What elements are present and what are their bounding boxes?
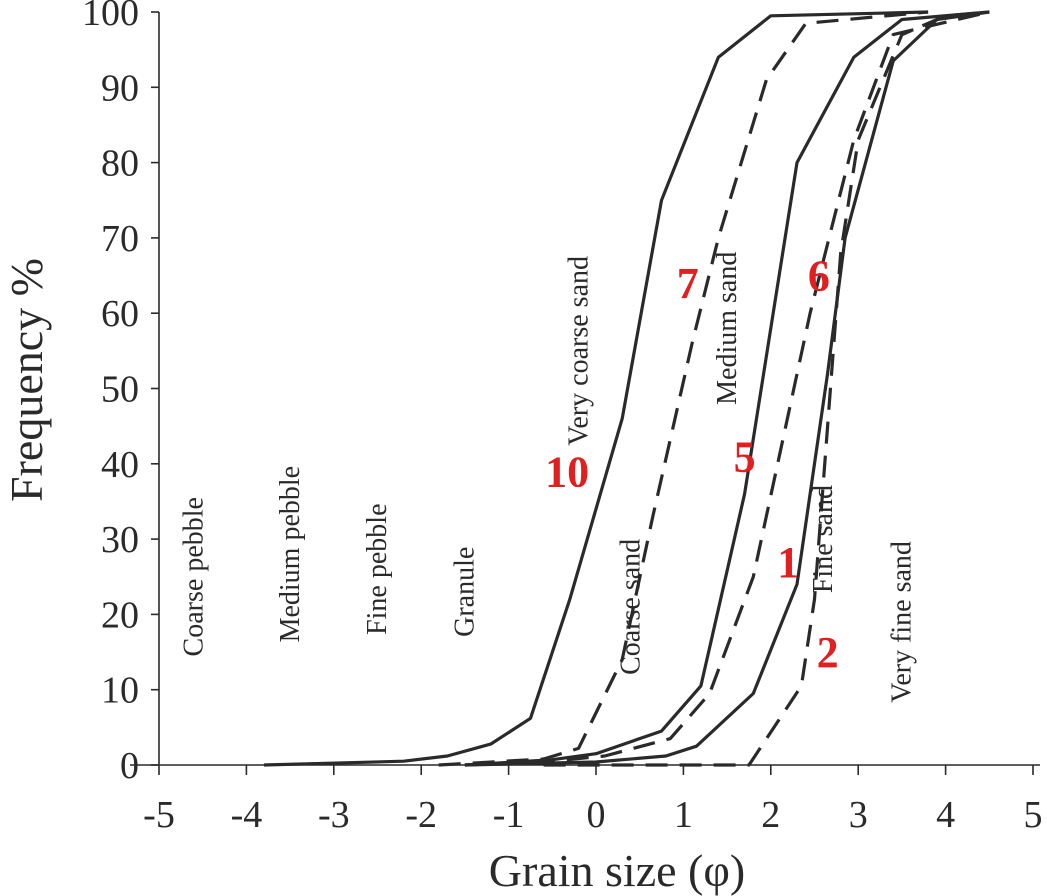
series-label-7: 7 bbox=[677, 259, 699, 308]
series-line-10 bbox=[263, 10, 929, 767]
size-class-label: Coarse pebble bbox=[179, 497, 210, 656]
size-class-label: Very fine sand bbox=[887, 541, 918, 703]
series-label-10: 10 bbox=[545, 447, 589, 496]
x-ticks: -5 -4 -3 -2 -1 0 1 2 3 4 5 bbox=[143, 765, 1043, 836]
series-line-2 bbox=[543, 10, 990, 767]
size-class-label: Medium sand bbox=[712, 252, 743, 405]
x-tick-label: -1 bbox=[493, 794, 525, 836]
y-tick-label: 40 bbox=[101, 444, 139, 486]
series-labels: 10 7 5 6 12 bbox=[545, 252, 838, 678]
x-tick-label: 0 bbox=[587, 794, 606, 836]
x-axis-title: Grain size (φ) bbox=[489, 845, 745, 896]
x-tick-label: 1 bbox=[674, 794, 693, 836]
y-tick-label: 60 bbox=[101, 293, 139, 335]
y-tick-label: 30 bbox=[101, 519, 139, 561]
x-tick-label: -5 bbox=[143, 794, 175, 836]
x-tick-label: 4 bbox=[936, 794, 955, 836]
size-class-labels: Coarse pebble Medium pebble Fine pebble Gra… bbox=[179, 252, 918, 703]
size-class-label: Very coarse sand bbox=[563, 256, 594, 446]
size-class-label: Fine sand bbox=[808, 485, 839, 593]
series-label-2: 2 bbox=[817, 628, 839, 677]
size-class-label: Granule bbox=[450, 547, 481, 637]
x-tick-label: -3 bbox=[318, 794, 350, 836]
y-tick-label: 0 bbox=[120, 745, 139, 787]
x-tick-label: 3 bbox=[849, 794, 868, 836]
series-label-6: 6 bbox=[808, 252, 830, 301]
y-tick-label: 80 bbox=[101, 143, 139, 185]
series-label-1: 1 bbox=[777, 538, 799, 587]
y-ticks: 0 10 20 30 40 50 60 70 80 90 100 bbox=[82, 0, 159, 787]
series-line-6 bbox=[464, 10, 990, 767]
x-tick-label: -4 bbox=[231, 794, 263, 836]
x-tick-label: 2 bbox=[761, 794, 780, 836]
y-tick-label: 10 bbox=[101, 670, 139, 712]
x-tick-label: -2 bbox=[405, 794, 437, 836]
series-curves bbox=[263, 10, 990, 767]
y-tick-label: 90 bbox=[101, 67, 139, 109]
x-tick-label: 5 bbox=[1024, 794, 1043, 836]
y-tick-label: 70 bbox=[101, 218, 139, 260]
y-tick-label: 50 bbox=[101, 369, 139, 411]
series-line-7 bbox=[438, 10, 929, 767]
series-line-1 bbox=[464, 10, 990, 767]
y-tick-label: 20 bbox=[101, 594, 139, 636]
series-line-5 bbox=[464, 10, 990, 767]
size-class-label: Fine pebble bbox=[362, 504, 393, 635]
y-axis-title: Frequency % bbox=[1, 258, 52, 502]
size-class-label: Medium pebble bbox=[275, 466, 306, 643]
series-label-5: 5 bbox=[734, 432, 756, 481]
y-tick-label: 100 bbox=[82, 0, 139, 34]
size-class-label: Coarse sand bbox=[616, 539, 647, 675]
